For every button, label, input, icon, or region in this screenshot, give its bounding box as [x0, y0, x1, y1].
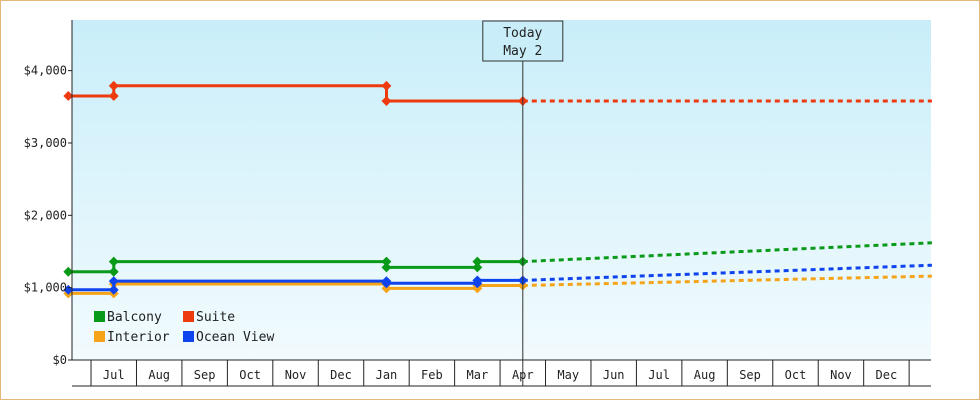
x-tick-label: Sep: [739, 368, 761, 382]
axes: $0 $1,000 $2,000 $3,000 $4,000 Jul Aug Sep Oct No…: [24, 20, 931, 387]
legend-item-balcony[interactable]: Balcony: [94, 310, 162, 325]
today-label: Today: [503, 26, 542, 41]
series-balcony: [63, 241, 932, 277]
x-tick-label: Aug: [148, 368, 170, 382]
y-tick-label: $1,000: [24, 281, 67, 295]
data-point-balcony[interactable]: [472, 262, 483, 273]
today-date: May 2: [503, 44, 542, 59]
x-tick-label: Feb: [421, 368, 443, 382]
x-tick-label: Oct: [239, 368, 261, 382]
data-point-balcony[interactable]: [381, 256, 392, 267]
x-tick-label: Apr: [512, 368, 534, 382]
x-tick-label: Dec: [330, 368, 352, 382]
x-tick-label: Dec: [876, 368, 898, 382]
x-tick-label: Jul: [648, 368, 670, 382]
x-tick-label: May: [557, 368, 579, 382]
x-tick-label: Jul: [103, 368, 125, 382]
legend-label: Ocean View: [196, 330, 274, 345]
legend-swatch: [94, 331, 105, 342]
today-marker: Today May 2: [482, 20, 564, 386]
legend-item-suite[interactable]: Suite: [183, 310, 235, 325]
x-tick-label: Nov: [830, 368, 852, 382]
y-tick-label: $2,000: [24, 208, 67, 222]
legend-swatch: [94, 311, 105, 322]
today-box: [482, 20, 564, 62]
legend-label: Suite: [196, 310, 235, 325]
legend: Balcony Suite Interior Ocean View: [94, 310, 274, 345]
x-tick-label: Jan: [376, 368, 398, 382]
legend-item-interior[interactable]: Interior: [94, 330, 170, 345]
data-point-suite[interactable]: [108, 91, 119, 101]
y-tick-label: $3,000: [24, 136, 67, 150]
x-tick-label: Oct: [785, 368, 807, 382]
legend-swatch: [183, 311, 194, 322]
x-tick-label: Nov: [285, 368, 307, 382]
legend-item-ocean-view[interactable]: Ocean View: [183, 330, 274, 345]
y-tick-label: $4,000: [24, 64, 67, 78]
legend-swatch: [183, 331, 194, 342]
legend-label: Balcony: [107, 310, 162, 325]
plot-background: [72, 20, 931, 360]
data-point-ocean-view[interactable]: [472, 275, 483, 286]
legend-label: Interior: [107, 330, 170, 345]
data-point-suite[interactable]: [63, 91, 74, 101]
data-point-interior[interactable]: [381, 283, 392, 294]
y-tick-label: $0: [53, 353, 67, 367]
x-tick-label: Mar: [467, 368, 489, 382]
x-tick-label: Sep: [194, 368, 216, 382]
series-line-suite: [68, 84, 523, 103]
data-point-ocean-view[interactable]: [381, 278, 392, 289]
data-point-balcony[interactable]: [472, 256, 483, 267]
x-tick-label: Aug: [694, 368, 716, 382]
x-tick-label: Jun: [603, 368, 625, 382]
data-point-suite[interactable]: [108, 80, 119, 91]
data-point-balcony[interactable]: [381, 262, 392, 273]
